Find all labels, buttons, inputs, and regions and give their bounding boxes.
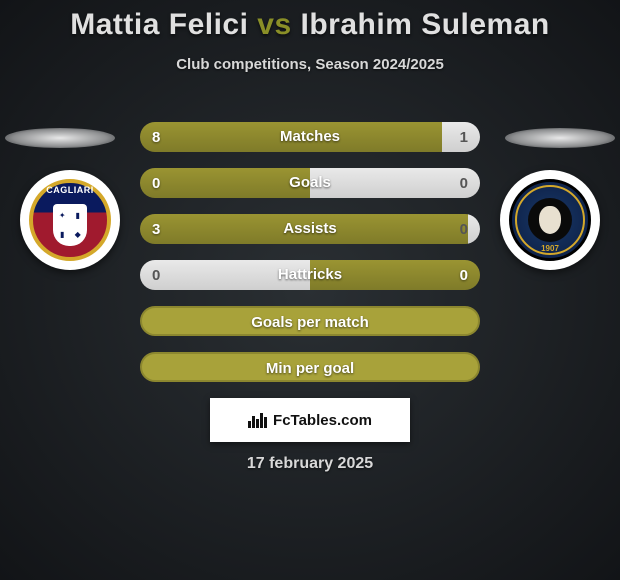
comparison-infographic: Mattia Felici vs Ibrahim Suleman Club co… [0, 0, 620, 580]
bar-left-value: 0 [152, 267, 160, 284]
bar-right-seg: 1 [442, 122, 480, 152]
stat-bar: 00Goals [140, 168, 480, 198]
title: Mattia Felici vs Ibrahim Suleman [0, 8, 620, 42]
bar-left-seg: 3 [140, 214, 468, 244]
platform-right [505, 128, 615, 148]
bar-right-value: 0 [460, 175, 468, 192]
subtitle: Club competitions, Season 2024/2025 [0, 56, 620, 73]
player1-name: Mattia Felici [70, 8, 248, 41]
vs-text: vs [257, 8, 291, 41]
bar-right-value: 1 [460, 129, 468, 146]
badge-right-year: 1907 [541, 244, 559, 253]
bar-right-value: 0 [460, 267, 468, 284]
fctables-watermark: FcTables.com [210, 398, 410, 442]
platform-left [5, 128, 115, 148]
stat-bar: Min per goal [140, 352, 480, 382]
bar-left-seg: 0 [140, 168, 310, 198]
bar-left-seg: 8 [140, 122, 442, 152]
club-badge-left: CAGLIARI ✦▮▮◆ [20, 170, 120, 270]
bar-right-seg: 0 [310, 168, 480, 198]
bar-right-seg: 0 [468, 214, 480, 244]
bar-left-value: 0 [152, 175, 160, 192]
stat-bars: 81Matches00Goals30Assists00HattricksGoal… [140, 122, 480, 398]
player2-name: Ibrahim Suleman [301, 8, 550, 41]
bar-label: Min per goal [142, 354, 478, 382]
bar-left-seg: 0 [140, 260, 310, 290]
date-text: 17 february 2025 [0, 455, 620, 473]
bar-left-value: 3 [152, 221, 160, 238]
stat-bar: Goals per match [140, 306, 480, 336]
barchart-icon [248, 412, 267, 428]
fctables-text: FcTables.com [273, 412, 372, 429]
bar-left-value: 8 [152, 129, 160, 146]
shield-icon: ✦▮▮◆ [53, 204, 87, 246]
stat-bar: 81Matches [140, 122, 480, 152]
bar-label: Goals per match [142, 308, 478, 336]
cagliari-crest: CAGLIARI ✦▮▮◆ [29, 179, 111, 261]
bar-right-value: 0 [460, 221, 468, 238]
badge-left-label: CAGLIARI [33, 185, 107, 195]
atalanta-crest: 1907 [509, 179, 591, 261]
stat-bar: 00Hattricks [140, 260, 480, 290]
stat-bar: 30Assists [140, 214, 480, 244]
club-badge-right: 1907 [500, 170, 600, 270]
bar-right-seg: 0 [310, 260, 480, 290]
